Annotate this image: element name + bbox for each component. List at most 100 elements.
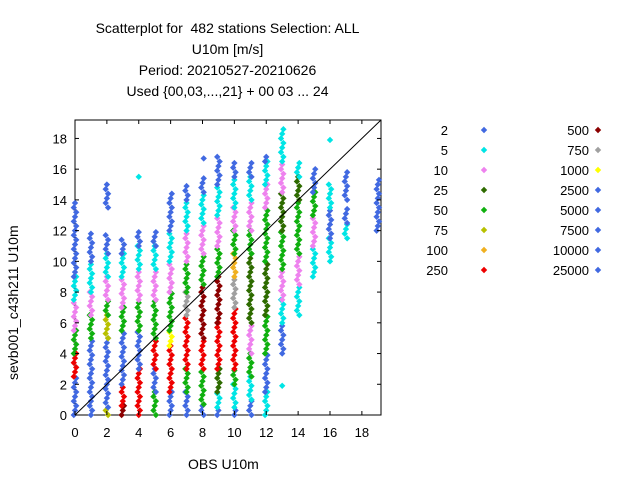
data-point xyxy=(120,281,128,288)
data-point xyxy=(136,291,144,299)
data-point xyxy=(261,397,269,405)
data-point xyxy=(215,384,222,391)
data-point xyxy=(134,342,141,350)
data-point xyxy=(70,336,77,343)
data-point xyxy=(88,307,96,314)
data-point xyxy=(263,279,270,287)
data-point xyxy=(167,270,174,277)
data-point xyxy=(71,354,79,362)
data-point xyxy=(247,364,254,371)
y-tick-label: 0 xyxy=(60,408,67,423)
data-point xyxy=(70,273,77,280)
data-point xyxy=(216,342,223,350)
legend-marker xyxy=(594,126,602,134)
data-point xyxy=(198,302,205,310)
data-point xyxy=(375,176,383,184)
data-point xyxy=(71,379,79,386)
data-point xyxy=(119,376,127,383)
data-point xyxy=(278,350,286,357)
data-point xyxy=(231,204,238,211)
data-point xyxy=(135,242,142,250)
data-point xyxy=(102,185,109,193)
data-point xyxy=(261,322,269,330)
data-point xyxy=(326,136,334,144)
data-point xyxy=(136,247,144,254)
data-point xyxy=(119,245,127,253)
data-point xyxy=(232,399,239,406)
data-point xyxy=(104,404,112,411)
data-point xyxy=(87,342,95,350)
data-point xyxy=(198,245,205,253)
data-point xyxy=(134,402,141,409)
data-point xyxy=(167,322,174,330)
data-point xyxy=(198,262,205,270)
data-point xyxy=(343,219,351,227)
data-point xyxy=(200,267,207,274)
data-point xyxy=(184,333,191,340)
data-point xyxy=(120,358,128,365)
legend-marker xyxy=(594,186,602,194)
data-point xyxy=(294,302,302,310)
data-point xyxy=(296,159,303,167)
data-point xyxy=(167,308,174,316)
data-point xyxy=(261,411,269,419)
data-point xyxy=(150,316,157,323)
legend-marker xyxy=(480,166,488,174)
data-point xyxy=(71,393,79,400)
data-point xyxy=(264,275,271,282)
y-tick-label: 8 xyxy=(60,285,67,300)
data-point xyxy=(135,282,142,290)
data-point xyxy=(325,181,332,188)
data-point xyxy=(343,196,351,204)
data-point xyxy=(216,189,223,196)
data-point xyxy=(248,264,255,271)
data-point xyxy=(280,222,287,230)
data-point xyxy=(103,195,111,202)
data-point xyxy=(150,291,157,299)
x-tick-label: 10 xyxy=(227,425,241,440)
data-point xyxy=(70,296,77,303)
data-point xyxy=(102,291,109,299)
data-point xyxy=(135,265,142,273)
data-point xyxy=(184,192,191,199)
data-point xyxy=(294,241,302,248)
data-point xyxy=(168,304,176,311)
data-point xyxy=(86,302,93,310)
data-point xyxy=(293,169,301,176)
data-point xyxy=(264,365,271,373)
data-point xyxy=(134,388,141,396)
data-point xyxy=(280,153,287,161)
data-point xyxy=(167,370,174,377)
x-tick-label: 14 xyxy=(291,425,305,440)
data-point xyxy=(263,370,270,377)
data-point xyxy=(87,334,95,342)
legend-label: 7500 xyxy=(560,223,589,238)
data-point xyxy=(214,351,221,359)
data-point xyxy=(199,241,206,248)
data-point xyxy=(214,198,221,205)
data-point xyxy=(232,299,239,307)
data-point xyxy=(71,291,79,299)
legend-label: 1000 xyxy=(560,163,589,178)
data-point xyxy=(134,374,141,382)
x-tick-label: 4 xyxy=(135,425,142,440)
data-point xyxy=(135,384,142,391)
data-point xyxy=(264,235,271,242)
data-point xyxy=(310,224,318,231)
data-point xyxy=(87,275,95,282)
data-point xyxy=(263,162,270,170)
data-point xyxy=(167,208,174,216)
data-point xyxy=(325,225,332,233)
data-point xyxy=(263,407,270,414)
data-point xyxy=(87,311,95,319)
data-point xyxy=(294,187,302,194)
data-point xyxy=(232,268,239,276)
data-point xyxy=(152,374,160,382)
data-point xyxy=(167,222,174,230)
data-point xyxy=(245,377,253,385)
data-point xyxy=(167,356,174,363)
data-point xyxy=(102,344,109,351)
data-point xyxy=(309,189,317,196)
data-point xyxy=(280,278,287,285)
data-point xyxy=(102,330,109,337)
